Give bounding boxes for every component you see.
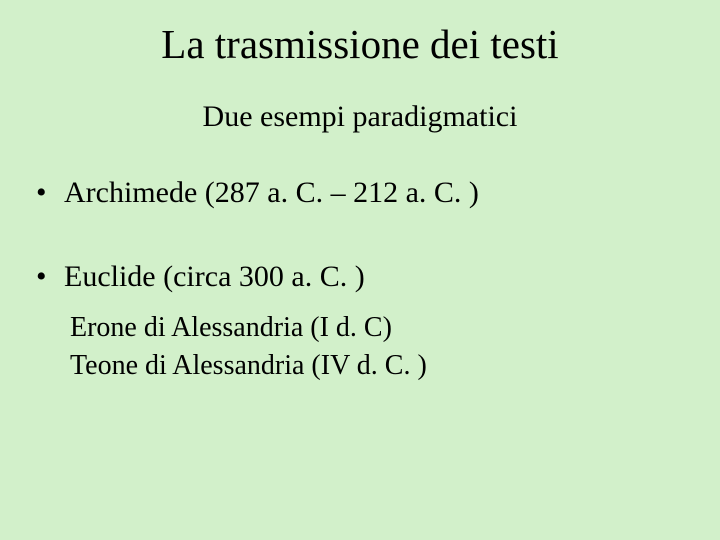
slide-title: La trasmissione dei testi <box>0 20 720 68</box>
bullet-item: • Archimede (287 a. C. – 212 a. C. ) <box>30 175 690 211</box>
slide-body: • Archimede (287 a. C. – 212 a. C. ) • E… <box>30 175 690 385</box>
sub-line: Teone di Alessandria (IV d. C. ) <box>70 347 690 385</box>
bullet-text: Archimede (287 a. C. – 212 a. C. ) <box>64 175 690 211</box>
bullet-icon: • <box>30 175 64 211</box>
sub-lines: Erone di Alessandria (I d. C) Teone di A… <box>30 309 690 385</box>
bullet-text: Euclide (circa 300 a. C. ) <box>64 259 690 295</box>
slide: La trasmissione dei testi Due esempi par… <box>0 0 720 540</box>
slide-subtitle: Due esempi paradigmatici <box>0 100 720 134</box>
sub-line: Erone di Alessandria (I d. C) <box>70 309 690 347</box>
bullet-icon: • <box>30 259 64 295</box>
bullet-item: • Euclide (circa 300 a. C. ) <box>30 259 690 295</box>
